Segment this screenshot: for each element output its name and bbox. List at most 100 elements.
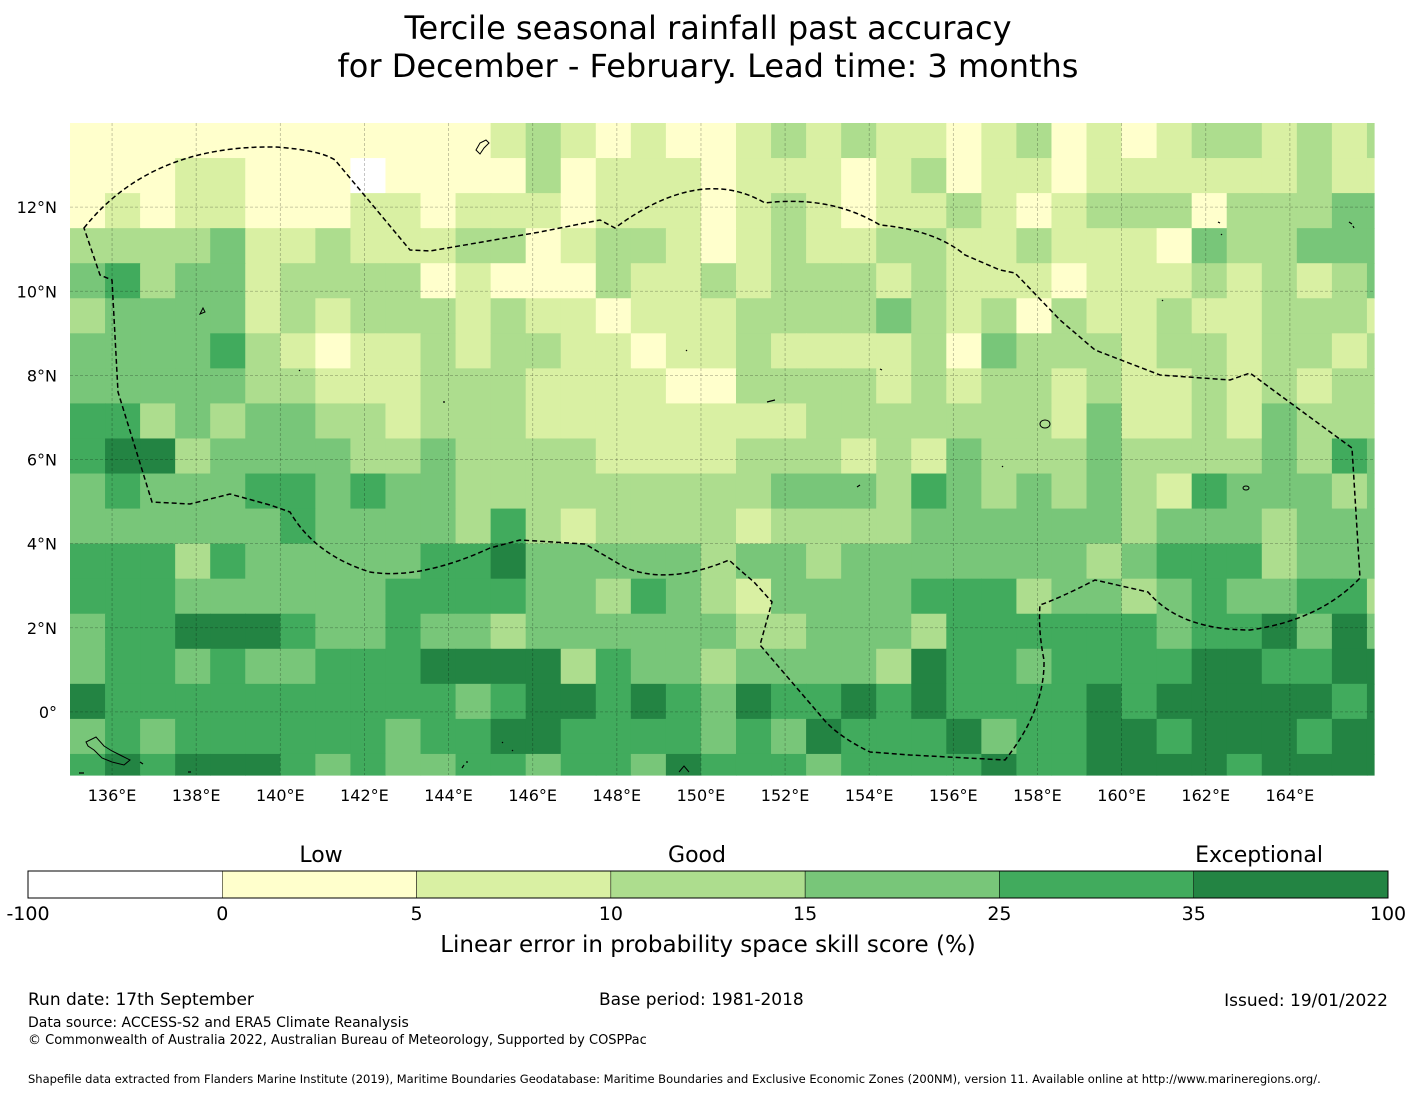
raster-cell: [1261, 718, 1298, 755]
raster-cell: [1261, 263, 1298, 299]
raster-cell: [735, 123, 772, 159]
raster-cell: [210, 368, 246, 405]
raster-cell: [175, 718, 211, 755]
raster-cell: [841, 403, 877, 440]
raster-cell: [595, 718, 632, 755]
raster-cell: [595, 298, 632, 334]
colorbar-tick: 25: [987, 903, 1011, 925]
raster-cell: [876, 438, 912, 475]
raster-cell: [700, 508, 737, 545]
raster-cell: [455, 648, 492, 685]
new-guinea-coast: [85, 736, 131, 766]
raster-cell: [771, 508, 807, 545]
raster-cell: [1191, 403, 1228, 440]
raster-cell: [1086, 158, 1123, 194]
raster-cell: [280, 718, 316, 755]
raster-cell: [700, 193, 737, 229]
raster-cell: [735, 438, 772, 475]
raster-cell: [525, 123, 562, 159]
raster-cell: [981, 578, 1018, 615]
raster-cell: [595, 578, 632, 615]
raster-cell: [1191, 298, 1228, 334]
raster-cell: [806, 333, 842, 369]
raster-cell: [1296, 543, 1333, 580]
raster-cell: [700, 228, 737, 264]
raster-cell: [350, 718, 387, 755]
raster-cell: [420, 123, 457, 159]
raster-cell: [1156, 753, 1193, 776]
raster-cell: [876, 613, 912, 650]
raster-cell: [105, 543, 141, 580]
run-date: Run date: 17th September: [28, 990, 254, 1010]
raster-cell: [1191, 683, 1228, 720]
raster-cell: [280, 158, 316, 194]
raster-cell: [1226, 438, 1263, 475]
raster-cell: [665, 228, 702, 264]
raster-cell: [175, 333, 211, 369]
raster-cell: [700, 298, 737, 334]
raster-cell: [1086, 508, 1123, 545]
raster-cell: [665, 368, 702, 405]
raster-cell: [630, 228, 667, 264]
raster-cell: [315, 158, 352, 194]
raster-cell: [841, 438, 877, 475]
raster-cell: [1051, 543, 1088, 580]
raster-cell: [771, 578, 807, 615]
latitude-tick-labels: 12°N 10°N 8°N 6°N 4°N 2°N 0°: [17, 198, 57, 722]
raster-cell: [1051, 753, 1088, 776]
longitude-tick: 146°E: [508, 786, 557, 805]
longitude-tick: 138°E: [172, 786, 221, 805]
raster-cell: [876, 263, 912, 299]
raster-cell: [140, 718, 176, 755]
raster-cell: [70, 508, 106, 545]
raster-cell: [1366, 543, 1375, 580]
longitude-tick: 150°E: [677, 786, 726, 805]
longitude-tick: 142°E: [340, 786, 389, 805]
raster-cell: [1296, 333, 1333, 369]
raster-cell: [315, 753, 352, 776]
raster-cell: [946, 753, 982, 776]
raster-cell: [385, 473, 422, 510]
raster-cell: [876, 648, 912, 685]
raster-cell: [595, 473, 632, 510]
skill-score-raster: [70, 123, 1375, 776]
raster-cell: [806, 648, 842, 685]
raster-cell: [385, 508, 422, 545]
raster-cell: [525, 578, 562, 615]
raster-cell: [525, 193, 562, 229]
raster-cell: [876, 753, 912, 776]
raster-cell: [140, 403, 176, 440]
raster-cell: [1226, 403, 1263, 440]
raster-cell: [841, 613, 877, 650]
raster-cell: [420, 543, 457, 580]
raster-cell: [420, 333, 457, 369]
raster-cell: [1261, 158, 1298, 194]
colorbar-tick: 10: [599, 903, 623, 925]
raster-cell: [1331, 263, 1368, 299]
raster-cell: [1016, 683, 1053, 720]
raster-cell: [841, 473, 877, 510]
raster-cell: [841, 298, 877, 334]
raster-cell: [665, 753, 702, 776]
raster-cell: [1191, 613, 1228, 650]
raster-cell: [315, 648, 352, 685]
raster-cell: [771, 298, 807, 334]
raster-cell: [806, 438, 842, 475]
raster-cell: [595, 683, 632, 720]
raster-cell: [981, 193, 1018, 229]
colorbar-segment: [416, 870, 612, 899]
raster-cell: [490, 263, 527, 299]
raster-cell: [700, 368, 737, 405]
raster-cell: [1191, 473, 1228, 510]
raster-cell: [1331, 193, 1368, 229]
raster-cell: [1086, 718, 1123, 755]
raster-cell: [1366, 298, 1375, 334]
latitude-tick: 2°N: [27, 619, 57, 638]
raster-cell: [771, 683, 807, 720]
raster-cell: [1366, 123, 1375, 159]
raster-cell: [70, 543, 106, 580]
raster-cell: [700, 648, 737, 685]
raster-cell: [1261, 123, 1298, 159]
raster-cell: [1016, 473, 1053, 510]
